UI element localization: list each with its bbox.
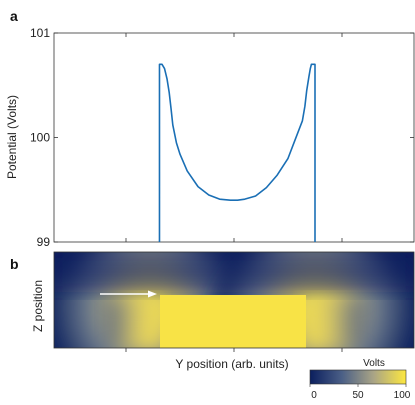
heatmap-x-axis-label: Y position (arb. units) [175, 357, 288, 371]
heatmap-x-ticks [125, 348, 343, 352]
plot-frame [53, 32, 415, 243]
colorbar-ticks: 0 50 100 [309, 384, 411, 401]
colorbar-title: Volts [363, 358, 385, 369]
y-tick-label: 101 [30, 26, 50, 40]
y-tick-label: 99 [37, 235, 51, 249]
potential-heatmap: Z position Y position (arb. units) [31, 251, 415, 371]
heatmap-field [54, 252, 414, 348]
electrode-bar [160, 295, 306, 348]
colorbar-tick-label: 0 [311, 390, 317, 400]
y-tick-label: 100 [30, 131, 50, 145]
potential-line-chart: 99 100 101 Potential (Volts) [5, 26, 415, 249]
panel-label-a: a [10, 8, 18, 24]
y-axis-label: Potential (Volts) [5, 95, 19, 179]
arrow-annotation [100, 290, 157, 298]
heatmap-y-axis-label: Z position [31, 280, 45, 332]
x-axis-ticks [125, 33, 343, 242]
colorbar-tick-label: 50 [352, 390, 364, 400]
colorbar-scale [309, 369, 407, 385]
colorbar: Volts 0 50 100 [309, 358, 411, 401]
y-axis-ticks: 99 100 101 [30, 26, 414, 249]
potential-series-line [158, 63, 316, 242]
colorbar-tick-label: 100 [394, 390, 411, 400]
panel-label-b: b [10, 256, 19, 272]
